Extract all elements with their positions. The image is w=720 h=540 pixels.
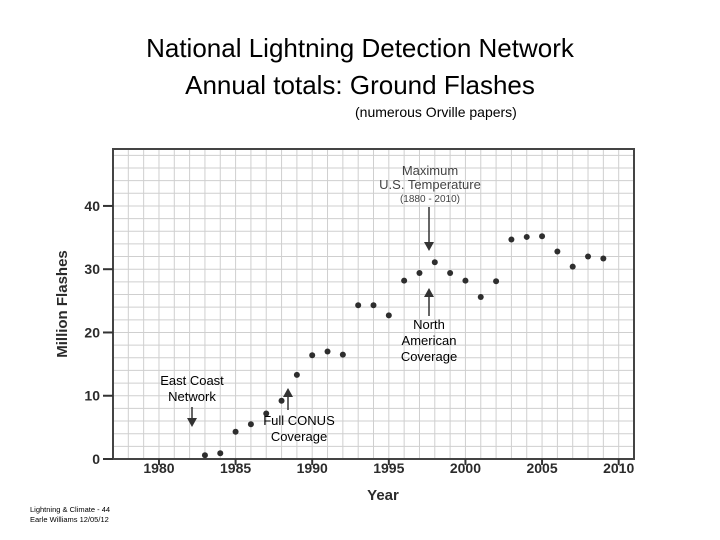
annotation-full-conus: Full CONUS Coverage [263, 413, 335, 444]
y-tick-label: 10 [84, 388, 100, 404]
data-point [493, 278, 500, 285]
annotation-north-american-line2: American [402, 333, 457, 348]
annotation-max-temp-line1: Maximum [402, 163, 458, 178]
data-point [201, 452, 208, 459]
annotation-east-coast-line1: East Coast [160, 373, 224, 388]
y-axis-ticks: 0 10 20 30 40 [84, 198, 113, 467]
arrow-head-north-american [424, 288, 434, 297]
data-point [339, 351, 346, 358]
data-points [201, 233, 607, 459]
data-point [293, 371, 300, 378]
data-point [447, 270, 454, 276]
annotation-east-coast: East Coast Network [160, 373, 224, 404]
data-point [569, 263, 576, 270]
annotation-east-coast-line2: Network [168, 389, 216, 404]
data-point [600, 255, 607, 262]
data-point [355, 302, 362, 309]
annotation-north-american: North American Coverage [401, 317, 457, 364]
footer: Lightning & Climate - 44 Earle Williams … [30, 505, 110, 525]
chart-title-line-2: Annual totals: Ground Flashes [185, 70, 535, 100]
data-point [431, 259, 438, 266]
annotation-max-temp-line3: (1880 - 2010) [400, 194, 460, 205]
arrow-head-max-temp [424, 242, 434, 251]
data-point [477, 294, 484, 301]
data-point [554, 248, 561, 255]
annotation-full-conus-line1: Full CONUS [263, 413, 335, 428]
data-point [462, 277, 469, 284]
x-tick-label: 1985 [220, 460, 251, 476]
data-point [217, 450, 224, 457]
data-point [401, 277, 408, 284]
data-point [232, 428, 239, 435]
data-point [539, 233, 546, 240]
annotation-max-temperature: Maximum U.S. Temperature (1880 - 2010) [379, 163, 481, 205]
annotation-full-conus-line2: Coverage [271, 429, 327, 444]
annotation-max-temp-line2: U.S. Temperature [379, 177, 481, 192]
x-tick-label: 2005 [526, 460, 557, 476]
x-tick-label: 1995 [373, 460, 404, 476]
data-point [370, 302, 377, 309]
annotation-north-american-line3: Coverage [401, 349, 457, 364]
data-point [585, 253, 592, 260]
y-tick-label: 40 [84, 198, 100, 214]
data-point [385, 312, 392, 319]
y-tick-label: 0 [92, 451, 100, 467]
plot-frame [112, 148, 635, 460]
arrow-head-full-conus [283, 388, 293, 397]
x-axis-label: Year [367, 487, 399, 504]
y-axis-label: Million Flashes [54, 250, 71, 358]
data-point [278, 397, 285, 404]
annotation-north-american-line1: North [413, 317, 445, 332]
data-point [263, 410, 270, 417]
data-point [247, 421, 254, 428]
x-axis-ticks: 1980 1985 1990 1995 2000 2005 2010 [143, 459, 634, 476]
x-tick-label: 1990 [297, 460, 328, 476]
data-point [416, 270, 423, 276]
data-point [508, 236, 515, 243]
data-point [523, 233, 530, 240]
x-tick-label: 1980 [143, 460, 174, 476]
x-tick-label: 2010 [603, 460, 634, 476]
data-point [309, 352, 316, 359]
chart-title-line-1: National Lightning Detection Network [146, 33, 574, 63]
footer-line-1: Lightning & Climate - 44 [30, 505, 111, 514]
x-tick-label: 2000 [450, 460, 481, 476]
arrow-head-east-coast [187, 418, 197, 427]
grid-lines [113, 149, 634, 459]
y-tick-label: 20 [84, 324, 100, 340]
chart-subtitle: (numerous Orville papers) [355, 104, 517, 120]
data-point [324, 348, 331, 355]
y-tick-label: 30 [84, 261, 100, 277]
footer-line-2: Earle Williams 12/05/12 [30, 515, 109, 524]
